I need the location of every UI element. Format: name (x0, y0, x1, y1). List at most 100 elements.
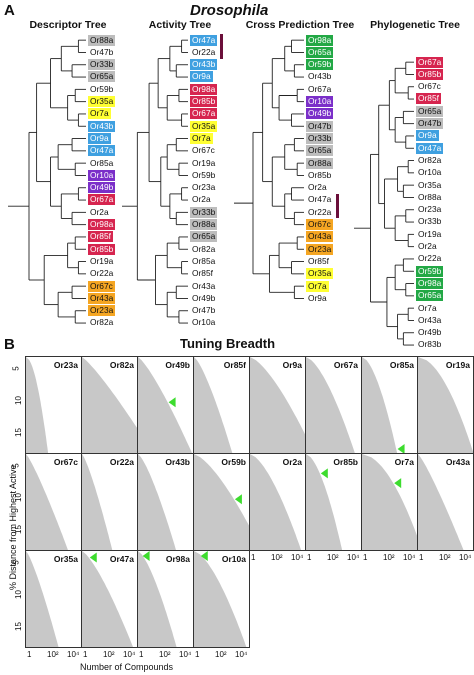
tuning-plot: Or10a (193, 550, 250, 648)
leaf-label: Or23a (192, 182, 216, 193)
leaf-label: Or59b (416, 265, 444, 277)
x-tick-label: 10⁴ (459, 553, 472, 562)
x-tick-label: 10⁴ (347, 553, 360, 562)
leaf-label: Or2a (418, 241, 437, 251)
y-tick-label: 10 (13, 396, 23, 405)
leaf-label: Or35a (88, 96, 116, 107)
leaf-label: Or19a (192, 157, 216, 168)
leaf-label: Or65a (306, 46, 334, 58)
leaf-label: Or9a (88, 132, 111, 144)
receptor-label: Or43b (165, 457, 190, 467)
tuning-plot: Or49b (137, 356, 194, 454)
leaf-label: Or43a (192, 280, 216, 291)
leaf-label: Or82a (418, 154, 442, 165)
receptor-label: Or85a (389, 360, 414, 370)
receptor-label: Or19a (445, 360, 470, 370)
tuning-curve-area (362, 357, 398, 453)
x-tick-label: 10² (47, 650, 59, 659)
leaf-label: Or43a (418, 314, 442, 325)
x-tick-label: 10² (383, 553, 395, 562)
leaf-label: Or88a (190, 219, 218, 230)
receptor-label: Or23a (53, 360, 78, 370)
tuning-curve-area (418, 454, 464, 550)
leaf-label: Or19a (418, 228, 442, 239)
marker-triangle (142, 551, 150, 561)
tuning-plot: Or82a (81, 356, 138, 454)
x-tick-label: 10⁴ (403, 553, 416, 562)
leaf-label: Or67c (418, 81, 441, 92)
x-tick-label: 10⁴ (67, 650, 80, 659)
dendrogram: Or88a Or47b Or33b Or65a Or59b Or35a Or7a Or43b O… (8, 34, 116, 333)
marker-triangle (200, 551, 208, 561)
leaf-label: Or23a (418, 204, 442, 215)
y-tick-label: 10 (13, 493, 23, 502)
leaf-label: Or22a (418, 253, 442, 264)
leaf-label: Or67a (190, 108, 218, 120)
leaf-label: Or98a (416, 277, 444, 289)
x-tick-label: 1 (307, 553, 312, 562)
receptor-label: Or85b (333, 457, 358, 467)
dendrogram: Or98a Or65a Or59b Or43b Or67a Or10a Or49b Or47b… (234, 34, 344, 309)
leaf-label: Or65a (416, 290, 444, 302)
tree-title: Cross Prediction Tree (245, 19, 355, 31)
panel-a-title: Drosophila (190, 2, 269, 19)
leaf-label: Or49b (192, 292, 216, 303)
leaf-label: Or88a (418, 191, 442, 202)
x-tick-label: 10⁴ (291, 553, 304, 562)
receptor-label: Or59b (221, 457, 246, 467)
tree-title: Descriptor Tree (29, 19, 107, 31)
receptor-label: Or35a (53, 554, 78, 564)
leaf-label: Or98a (88, 219, 116, 230)
leaf-label: Or85a (90, 157, 114, 168)
tree-title: Phylogenetic Tree (370, 19, 460, 31)
leaf-label: Or82a (90, 317, 114, 328)
tuning-plot: Or43a (417, 453, 474, 551)
leaf-label: Or47b (192, 305, 216, 316)
leaf-label: Or33b (418, 216, 442, 227)
y-tick-label: 15 (13, 525, 23, 534)
marker-triangle (320, 468, 328, 479)
highlight-bar (220, 34, 223, 59)
receptor-label: Or22a (109, 457, 134, 467)
leaf-label: Or83b (418, 339, 442, 350)
receptor-label: Or49b (165, 360, 190, 370)
x-tick-label: 10⁴ (123, 650, 136, 659)
tuning-curve-area (250, 357, 305, 453)
leaf-label: Or10a (88, 169, 116, 181)
dendrogram: Or47a Or22a Or43b Or9a Or98a Or85b Or67a Or35a O… (122, 34, 223, 333)
y-tick-label: 15 (13, 428, 23, 437)
leaf-label: Or10a (418, 167, 442, 178)
leaf-label: Or43b (88, 120, 116, 132)
leaf-label: Or47a (308, 194, 332, 205)
leaf-label: Or35a (306, 268, 334, 280)
x-tick-label: 1 (195, 650, 200, 659)
leaf-label: Or23a (88, 305, 116, 317)
tuning-curve-area (26, 357, 49, 453)
tuning-curve-area (250, 454, 302, 550)
tuning-curve-area (194, 357, 233, 453)
tree-title: Activity Tree (148, 19, 212, 31)
leaf-label: Or85f (88, 231, 113, 243)
leaf-label: Or85b (88, 243, 116, 255)
leaf-label: Or65a (306, 145, 334, 157)
tuning-curve-area (306, 454, 343, 550)
y-tick-label: 15 (13, 622, 23, 631)
leaf-label: Or33b (306, 132, 334, 144)
leaf-label: Or47b (90, 46, 114, 57)
x-tick-label: 10² (215, 650, 227, 659)
leaf-label: Or49b (88, 182, 116, 194)
x-tick-label: 1 (83, 650, 88, 659)
x-tick-label: 10² (327, 553, 339, 562)
tuning-plot: Or22a (81, 453, 138, 551)
x-tick-label: 10² (271, 553, 283, 562)
leaf-label: Or22a (90, 268, 114, 279)
x-tick-label: 10² (439, 553, 451, 562)
tuning-curve-area (194, 454, 249, 550)
receptor-label: Or85f (223, 360, 246, 370)
tuning-curve-area (362, 454, 417, 550)
leaf-label: Or43a (306, 231, 334, 243)
tuning-plot: Or7a (361, 453, 418, 551)
leaf-label: Or85a (192, 255, 216, 266)
x-tick-label: 10² (159, 650, 171, 659)
leaf-label: Or49b (306, 108, 334, 120)
